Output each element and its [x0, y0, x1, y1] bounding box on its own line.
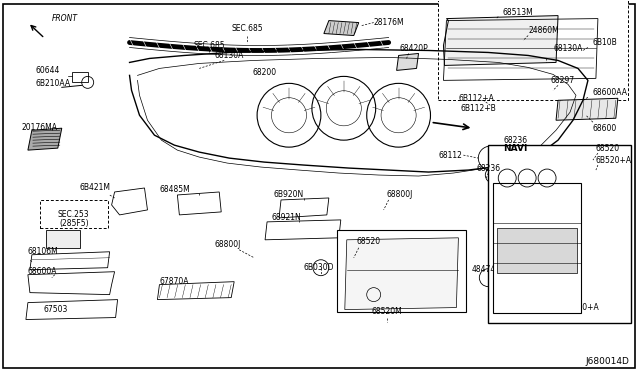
Text: 68297: 68297 — [551, 76, 575, 85]
Polygon shape — [46, 230, 80, 248]
Text: 6B10B: 6B10B — [593, 38, 618, 47]
Polygon shape — [397, 54, 419, 70]
Text: 6B112+B: 6B112+B — [460, 104, 496, 113]
Text: 68130A: 68130A — [214, 51, 244, 60]
Polygon shape — [493, 230, 586, 280]
Text: 68106M: 68106M — [28, 247, 59, 256]
Text: 68236: 68236 — [476, 164, 500, 173]
Text: 68600A: 68600A — [28, 267, 58, 276]
Text: SEC.685: SEC.685 — [193, 41, 225, 50]
Polygon shape — [324, 20, 359, 36]
Text: 68130A: 68130A — [553, 44, 582, 53]
Polygon shape — [28, 128, 62, 150]
Text: 28176M: 28176M — [374, 18, 404, 27]
Text: 6B112+A: 6B112+A — [458, 94, 494, 103]
Text: 67870A: 67870A — [159, 277, 189, 286]
Text: SEC.685: SEC.685 — [522, 203, 554, 212]
Polygon shape — [556, 98, 618, 120]
Text: FRONT: FRONT — [52, 14, 78, 23]
Bar — [488, 255, 593, 315]
Bar — [337, 230, 467, 312]
Text: (66390M): (66390M) — [520, 214, 557, 222]
Text: 68112: 68112 — [438, 151, 462, 160]
Text: 20176MA: 20176MA — [22, 123, 58, 132]
Text: SEC.685: SEC.685 — [231, 24, 263, 33]
Text: NAVI: NAVI — [503, 144, 527, 153]
Text: 48474N: 48474N — [471, 265, 501, 274]
Polygon shape — [444, 16, 558, 65]
Text: 6B520+A: 6B520+A — [596, 155, 632, 164]
Text: 68600AA: 68600AA — [593, 88, 628, 97]
Text: 68520+A: 68520+A — [563, 303, 599, 312]
Text: 68800J: 68800J — [214, 240, 241, 249]
Text: J680014D: J680014D — [586, 357, 630, 366]
Text: (66591M): (66591M) — [520, 295, 557, 304]
Text: 6B421M: 6B421M — [80, 183, 111, 192]
Bar — [488, 173, 593, 228]
Bar — [488, 145, 631, 323]
Bar — [493, 183, 581, 312]
Text: 68420P: 68420P — [399, 44, 428, 53]
Text: 68200: 68200 — [252, 68, 276, 77]
Text: SEC.685: SEC.685 — [522, 285, 554, 294]
Text: 68921N: 68921N — [271, 214, 301, 222]
Text: 68600: 68600 — [593, 124, 617, 133]
Bar — [40, 200, 108, 228]
Polygon shape — [345, 238, 458, 310]
Text: 68520M: 68520M — [371, 307, 402, 316]
Bar — [497, 228, 577, 273]
Text: SEC.253: SEC.253 — [58, 211, 90, 219]
Text: 68520: 68520 — [356, 237, 381, 246]
Text: 60644: 60644 — [36, 66, 60, 75]
Bar — [438, 0, 628, 100]
Text: 68800J: 68800J — [387, 190, 413, 199]
Text: 68030D: 68030D — [510, 280, 540, 289]
Text: 24860M: 24860M — [528, 26, 559, 35]
Text: 6B210AA: 6B210AA — [36, 79, 71, 88]
Text: 68513M: 68513M — [503, 8, 534, 17]
Text: 68485M: 68485M — [159, 186, 190, 195]
Text: 6B030D: 6B030D — [304, 263, 335, 272]
Text: 68520: 68520 — [596, 144, 620, 153]
Text: 67503: 67503 — [44, 305, 68, 314]
Text: 68236: 68236 — [503, 136, 527, 145]
Text: 6B920N: 6B920N — [274, 190, 304, 199]
Text: (285F5): (285F5) — [59, 219, 88, 228]
